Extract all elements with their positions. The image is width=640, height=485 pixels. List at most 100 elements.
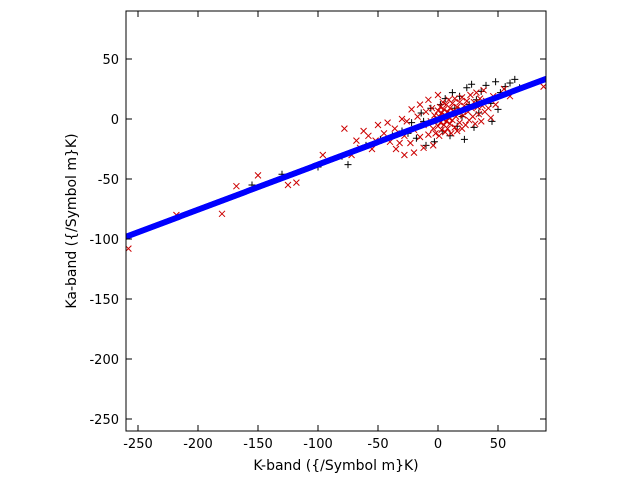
cross-point: [451, 95, 459, 102]
cross-point: [480, 86, 487, 94]
cross-point: [492, 101, 499, 108]
plus-point: [446, 132, 454, 140]
cross-point: [408, 106, 415, 113]
cross-point: [485, 104, 492, 112]
cross-point: [218, 210, 226, 218]
cross-point: [403, 118, 411, 125]
cross-point: [254, 172, 262, 179]
y-tick-label: -100: [89, 233, 119, 248]
axis-ticks: -250 -200 -150 -100 -50 0 50 -250 -200 -150 -100 -5…: [89, 11, 546, 452]
cross-point: [428, 104, 436, 112]
cross-point: [233, 182, 240, 190]
plus-point: [492, 78, 500, 86]
cross-point: [456, 119, 463, 126]
plus-point: [427, 104, 435, 112]
cross-point: [471, 120, 479, 128]
cross-point: [398, 115, 406, 123]
cross-point: [341, 125, 348, 132]
plot-area: [126, 75, 546, 252]
x-tick-label: -100: [303, 437, 333, 452]
cross-point: [462, 121, 469, 129]
plus-point: [408, 119, 416, 127]
cross-point: [422, 108, 430, 116]
plus-point: [468, 80, 476, 88]
cross-point: [353, 137, 360, 144]
cross-point: [438, 126, 445, 134]
plus-point: [344, 161, 352, 169]
y-tick-label: -200: [89, 353, 119, 368]
cross-point: [487, 114, 495, 122]
cross-point: [477, 118, 485, 125]
plus-point: [475, 109, 483, 117]
plot-marks: [126, 75, 546, 252]
cross-point: [391, 125, 399, 132]
cross-point: [435, 132, 443, 140]
cross-point: [380, 130, 388, 137]
cross-point: [467, 91, 474, 99]
cross-point: [475, 110, 483, 118]
cross-point: [420, 144, 427, 152]
cross-point: [360, 127, 367, 135]
cross-point: [440, 106, 448, 113]
cross-point: [407, 139, 414, 147]
x-tick-label: -250: [123, 437, 153, 452]
cross-point: [453, 127, 461, 135]
cross-point: [444, 125, 451, 132]
cross-point: [446, 104, 454, 112]
x-tick-label: -50: [367, 437, 388, 452]
cross-point: [447, 130, 455, 137]
x-tick-label: 50: [490, 437, 507, 452]
cross-point: [429, 142, 437, 149]
plus-point: [448, 89, 456, 97]
cross-point: [473, 89, 480, 96]
cross-point: [416, 101, 424, 108]
cross-point: [456, 98, 463, 106]
cross-point: [441, 128, 449, 136]
x-axis-label: K-band ({/Symbol m}K): [253, 458, 418, 474]
cross-point: [284, 181, 292, 189]
plus-point: [463, 84, 471, 92]
cross-point: [416, 133, 424, 141]
cross-point: [463, 97, 471, 105]
cross-point: [449, 100, 456, 107]
cross-point: [437, 103, 444, 111]
cross-point: [425, 131, 432, 138]
cross-point: [434, 91, 442, 99]
cross-point: [410, 149, 418, 156]
x-tick-label: -150: [243, 437, 273, 452]
y-tick-label: 50: [102, 53, 119, 68]
cross-point: [425, 96, 432, 104]
cross-point: [319, 151, 327, 159]
plus-point: [477, 87, 485, 95]
x-tick-label: -200: [183, 437, 213, 452]
cross-point: [293, 179, 300, 186]
cross-point: [469, 113, 477, 120]
cross-point: [458, 94, 466, 101]
y-tick-label: -250: [89, 413, 119, 428]
cross-point: [439, 98, 447, 106]
plus-point: [460, 135, 468, 143]
plus-point: [506, 79, 514, 87]
cross-point: [414, 113, 421, 120]
cross-point: [434, 107, 442, 114]
y-axis-label: Ka-band ({/Symbol m}K): [64, 133, 80, 308]
plot-frame: [125, 10, 547, 432]
x-tick-label: 0: [434, 437, 442, 452]
plus-point: [417, 109, 425, 117]
cross-point: [446, 120, 454, 128]
cross-point: [396, 139, 403, 147]
cross-point: [429, 125, 437, 132]
cross-point: [401, 151, 408, 159]
cross-point: [432, 130, 439, 137]
y-tick-label: 0: [111, 113, 119, 128]
y-tick-label: -150: [89, 293, 119, 308]
fit-point: [543, 75, 546, 82]
cross-point: [392, 145, 400, 153]
y-tick-label: -50: [98, 173, 119, 188]
cross-point: [384, 119, 391, 126]
cross-point: [374, 121, 382, 129]
plus-point: [511, 75, 519, 83]
plus-point: [501, 83, 509, 91]
